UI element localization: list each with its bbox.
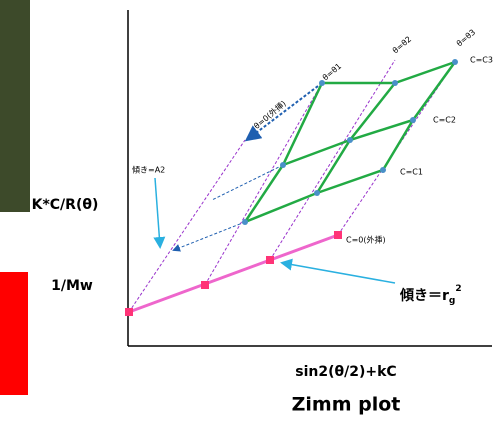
x-axis-label: sin2(θ/2)+kC	[295, 364, 396, 380]
conc-label: C=C3	[470, 56, 493, 65]
diagram-title: Zimm plot	[292, 394, 401, 416]
arrow-a2	[155, 178, 160, 246]
slope-rg-sup: 2	[455, 284, 461, 294]
pink-line	[129, 235, 338, 312]
photo-fragment	[0, 0, 30, 212]
angle-label: θ=θ2	[391, 35, 413, 56]
red-block	[0, 272, 28, 395]
slope-a2-label: 傾き=A2	[132, 166, 165, 175]
conc-label: C=0(外挿)	[346, 235, 386, 245]
angle-label: θ=θ3	[455, 28, 477, 49]
intercept-label: 1/Mw	[51, 278, 93, 294]
slope-rg-label: 傾き＝rg2	[399, 284, 462, 306]
slope-rg-text: 傾き＝r	[399, 287, 449, 304]
angle-label: θ=0(外挿)	[252, 98, 288, 131]
blue-dashed	[174, 83, 322, 250]
y-axis-label: K*C/R(θ)	[32, 197, 99, 213]
arrow-rg	[283, 263, 395, 283]
conc-label: C=C2	[433, 116, 456, 125]
slope-rg-sub: g	[449, 296, 455, 306]
zimm-diagram: θ=0(外挿) θ=θ1 θ=θ2 θ=θ3 C=0(外挿) C=C1 C=C2…	[0, 0, 502, 423]
page: θ=0(外挿) θ=θ1 θ=θ2 θ=θ3 C=0(外挿) C=C1 C=C2…	[0, 0, 502, 423]
angle-label: θ=θ1	[321, 62, 343, 83]
conc-label: C=C1	[400, 168, 423, 177]
purple-dashed	[129, 60, 455, 312]
